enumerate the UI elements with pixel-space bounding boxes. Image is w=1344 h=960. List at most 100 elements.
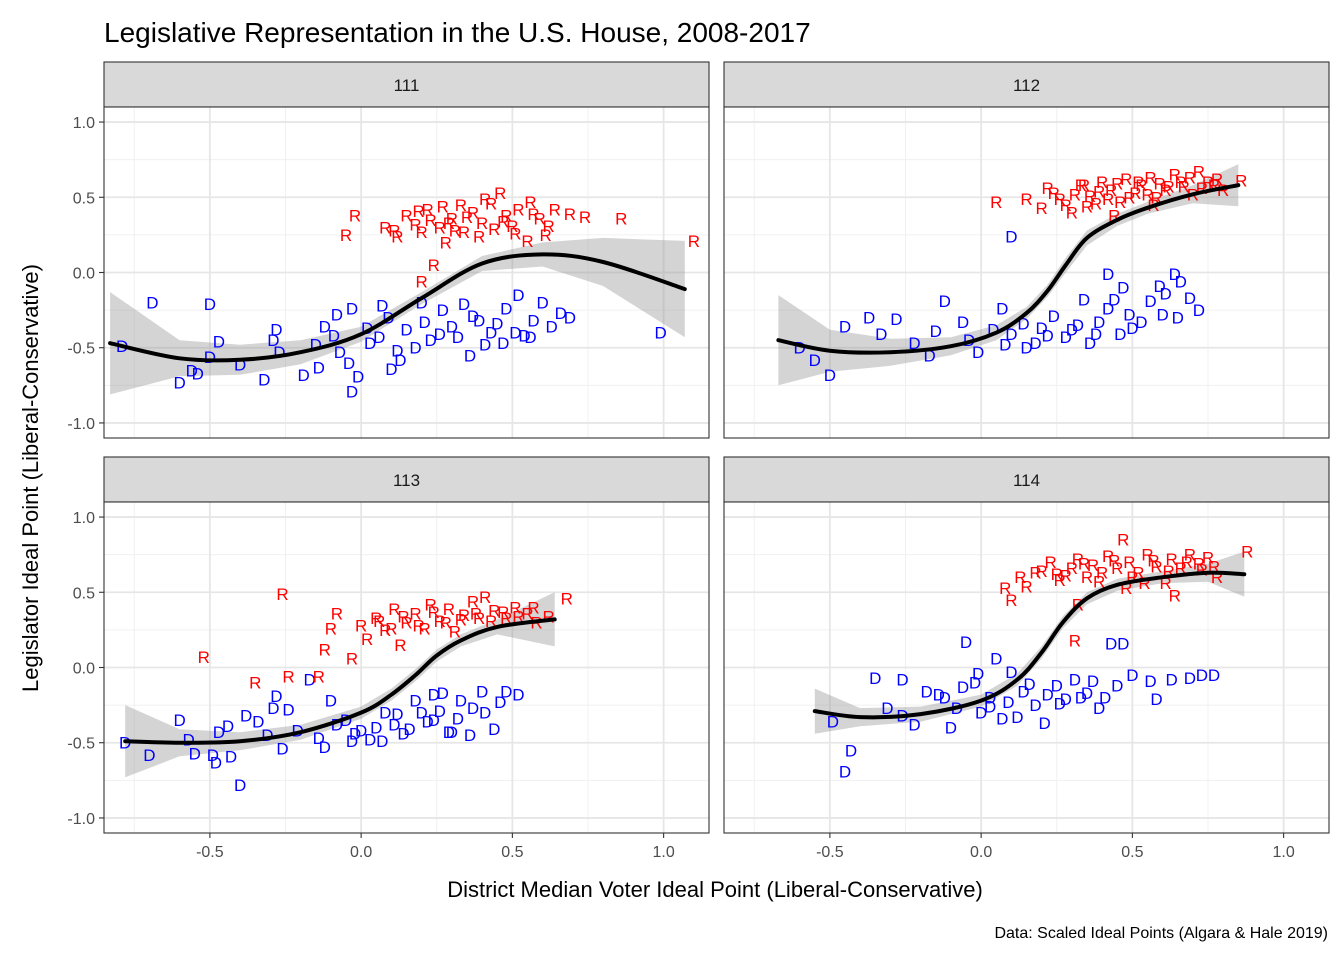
point-republican: R (524, 193, 536, 212)
point-democrat: D (346, 300, 358, 319)
facet-strip-label: 113 (393, 471, 420, 490)
point-democrat: D (921, 683, 933, 702)
point-republican: R (579, 208, 591, 227)
point-democrat: D (1184, 669, 1196, 688)
point-republican: R (379, 621, 391, 640)
x-axis: -0.5 0.0 0.5 1.0 -0.5 0.0 0.5 1.0 (196, 833, 1295, 861)
point-republican: R (1111, 175, 1123, 194)
point-republican: R (564, 205, 576, 224)
y-tick-label: -0.5 (67, 736, 95, 753)
point-democrat: D (1196, 666, 1208, 685)
point-democrat: D (400, 321, 412, 340)
point-republican: R (1096, 564, 1108, 583)
point-democrat: D (1020, 339, 1032, 358)
point-democrat: D (485, 324, 497, 343)
point-democrat: D (446, 318, 458, 337)
point-democrat: D (298, 366, 310, 385)
point-republican: R (325, 619, 337, 638)
point-republican: R (1087, 556, 1099, 575)
point-democrat: D (1135, 313, 1147, 332)
point-democrat: D (555, 304, 567, 323)
x-tick-label: 0.5 (501, 844, 523, 861)
point-democrat: D (222, 717, 234, 736)
point-republican: R (1169, 166, 1181, 185)
point-republican: R (1163, 178, 1175, 197)
point-democrat: D (1160, 285, 1172, 304)
point-republican: R (385, 619, 397, 638)
point-democrat: D (975, 704, 987, 723)
point-democrat: D (1184, 289, 1196, 308)
point-democrat: D (793, 339, 805, 358)
point-republican: R (1078, 176, 1090, 195)
point-republican: R (331, 604, 343, 623)
point-democrat: D (192, 364, 204, 383)
point-republican: R (1193, 163, 1205, 182)
point-democrat: D (488, 720, 500, 739)
gridlines (104, 107, 709, 438)
point-democrat: D (331, 306, 343, 325)
point-democrat: D (908, 716, 920, 735)
point-democrat: D (189, 744, 201, 763)
point-republican: R (458, 223, 470, 242)
point-republican: R (1102, 190, 1114, 209)
point-democrat: D (1117, 279, 1129, 298)
point-democrat: D (1105, 634, 1117, 653)
point-republican: R (1045, 553, 1057, 572)
point-democrat: D (355, 722, 367, 741)
point-republican: R (1114, 193, 1126, 212)
point-democrat: D (304, 671, 316, 690)
point-republican: R (409, 604, 421, 623)
point-republican: R (1035, 199, 1047, 218)
point-democrat: D (370, 719, 382, 738)
point-democrat: D (869, 669, 881, 688)
point-democrat: D (319, 738, 331, 757)
y-tick-label: 0.0 (73, 661, 95, 678)
point-republican: R (425, 595, 437, 614)
point-republican: R (379, 218, 391, 237)
point-democrat: D (346, 732, 358, 751)
point-democrat: D (500, 300, 512, 319)
point-democrat: D (388, 716, 400, 735)
point-democrat: D (1005, 325, 1017, 344)
gridlines (104, 502, 709, 833)
point-republican: R (521, 604, 533, 623)
point-republican: R (400, 206, 412, 225)
point-democrat: D (225, 747, 237, 766)
point-democrat: D (1087, 672, 1099, 691)
point-democrat: D (491, 315, 503, 334)
point-republican: R (1081, 197, 1093, 216)
point-democrat: D (1193, 301, 1205, 320)
point-democrat: D (282, 701, 294, 720)
point-democrat: D (1175, 273, 1187, 292)
point-democrat: D (385, 360, 397, 379)
point-democrat: D (425, 331, 437, 350)
point-republican: R (282, 668, 294, 687)
point-republican: R (1147, 552, 1159, 571)
point-democrat: D (422, 713, 434, 732)
panel-border (723, 106, 1330, 439)
point-democrat: D (452, 328, 464, 347)
point-democrat: D (479, 704, 491, 723)
point-republican: R (1020, 190, 1032, 209)
point-republican: R (1054, 571, 1066, 590)
gridlines (724, 502, 1329, 833)
point-republican: R (479, 190, 491, 209)
point-republican: R (1102, 547, 1114, 566)
point-democrat: D (546, 318, 558, 337)
point-republican: R (1150, 558, 1162, 577)
facet-strip (103, 456, 710, 503)
point-democrat: D (945, 719, 957, 738)
point-democrat: D (446, 723, 458, 742)
point-democrat: D (146, 294, 158, 313)
point-democrat: D (452, 710, 464, 729)
x-tick-label: -0.5 (196, 844, 224, 861)
smooth-line (812, 570, 1247, 720)
point-democrat: D (419, 313, 431, 332)
point-democrat: D (1005, 227, 1017, 246)
x-tick-label: 0.0 (970, 844, 992, 861)
point-democrat: D (415, 704, 427, 723)
point-democrat: D (373, 328, 385, 347)
